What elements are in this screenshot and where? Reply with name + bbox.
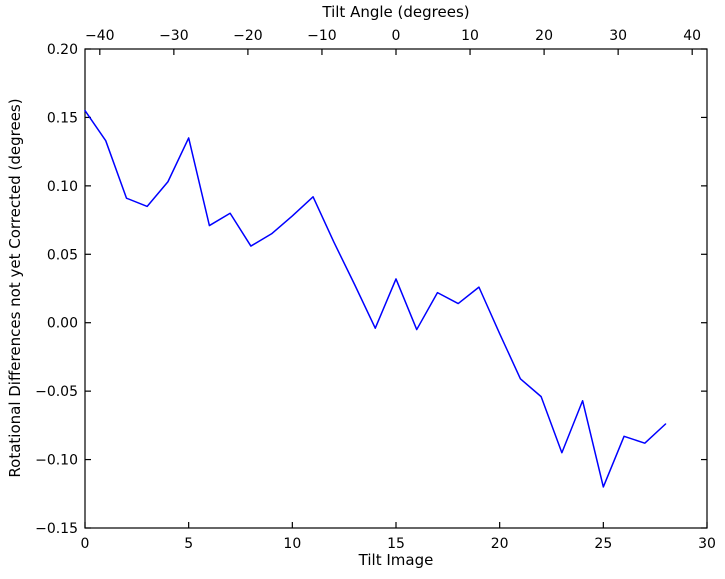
x-tick-label: 0 <box>81 536 90 552</box>
y-axis-ticks: 0.20 0.15 0.10 0.05 0.00 −0.05 −0.10 −0.15 <box>35 42 707 537</box>
x-tick-label: 15 <box>387 536 405 552</box>
y-tick-label: −0.15 <box>35 521 78 537</box>
top-tick-label: −20 <box>233 28 263 44</box>
top-tick-label: 0 <box>392 28 401 44</box>
top-tick-label: 40 <box>683 28 701 44</box>
y-tick-label: −0.10 <box>35 453 78 469</box>
data-line <box>84 109 667 488</box>
top-tick-label: −40 <box>85 28 115 44</box>
x-tick-label: 5 <box>184 536 193 552</box>
x-axis-label: Tilt Image <box>358 551 434 569</box>
top-tick-label: 10 <box>461 28 479 44</box>
x-tick-label: 30 <box>698 536 716 552</box>
x-tick-label: 20 <box>491 536 509 552</box>
top-tick-label: −30 <box>159 28 189 44</box>
y-axis-label: Rotational Differences not yet Corrected… <box>6 98 24 478</box>
x-axis-ticks: 0 5 10 15 20 25 30 <box>81 522 716 552</box>
top-tick-label: 30 <box>609 28 627 44</box>
top-tick-label: −10 <box>307 28 337 44</box>
y-tick-label: 0.15 <box>47 110 78 126</box>
y-tick-label: 0.00 <box>47 316 78 332</box>
x-tick-label: 25 <box>594 536 612 552</box>
y-tick-label: 0.10 <box>47 179 78 195</box>
x-tick-label: 10 <box>283 536 301 552</box>
axes-frame <box>84 48 708 529</box>
top-tick-label: 20 <box>535 28 553 44</box>
top-axis-title: Tilt Angle (degrees) <box>322 3 470 21</box>
y-tick-label: 0.20 <box>47 42 78 58</box>
y-tick-label: −0.05 <box>35 384 78 400</box>
y-tick-label: 0.05 <box>47 247 78 263</box>
top-axis-ticks: −40 −30 −20 −10 0 10 20 30 40 <box>85 28 701 55</box>
